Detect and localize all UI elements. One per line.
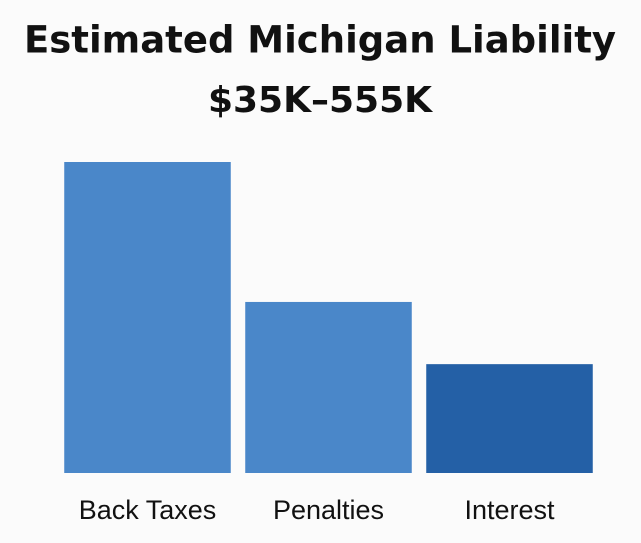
chart-title: Estimated Michigan Liability	[24, 19, 616, 62]
x-tick-label: Penalties	[273, 495, 384, 525]
bar	[64, 162, 231, 473]
x-tick-label: Back Taxes	[79, 495, 217, 525]
bar	[426, 364, 593, 473]
bar	[245, 301, 412, 473]
chart-subtitle: $35K–555K	[208, 80, 433, 121]
x-tick-label: Interest	[464, 495, 555, 525]
